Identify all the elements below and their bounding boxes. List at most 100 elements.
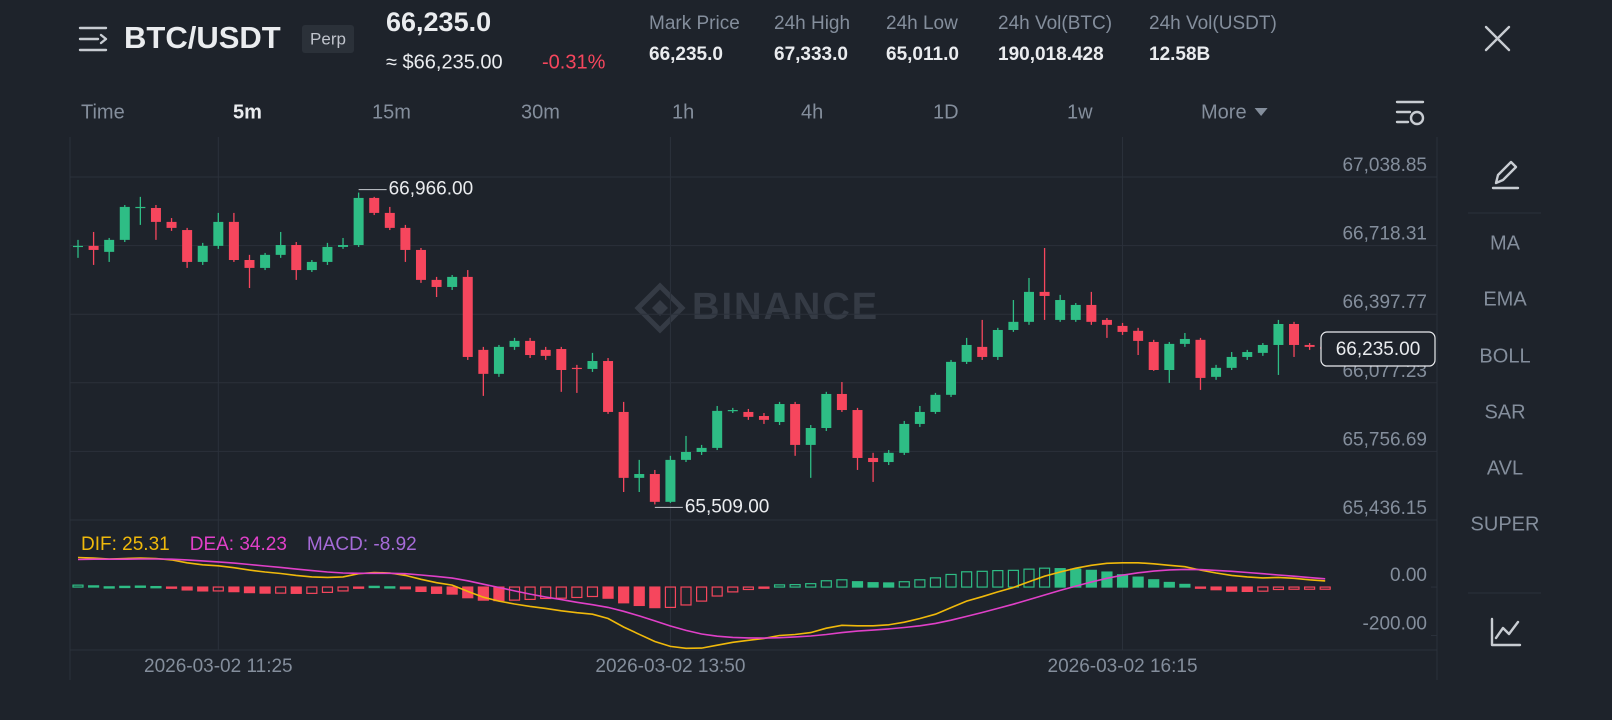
candle-body <box>790 404 801 445</box>
macd-bar <box>1132 576 1144 588</box>
indicator-tab[interactable]: BOLL <box>1479 345 1530 367</box>
macd-bar <box>727 586 739 593</box>
candle-body <box>696 447 707 452</box>
last-price-box <box>1320 331 1436 367</box>
macd-bar <box>540 586 552 600</box>
candle-body <box>977 346 988 357</box>
indicator-chart-icon[interactable] <box>1490 617 1522 647</box>
macd-bar <box>1288 586 1300 590</box>
stat-label: 24h Vol(USDT) <box>1149 13 1277 34</box>
interval-tab[interactable]: 15m <box>372 101 411 123</box>
draw-tool-icon[interactable] <box>1491 160 1520 190</box>
macd-bar <box>290 586 302 594</box>
candle-body <box>1195 339 1206 378</box>
y-tick-label: 66,397.77 <box>1342 292 1427 313</box>
macd-bar <box>711 586 723 597</box>
interval-tab[interactable]: More <box>1201 101 1247 123</box>
macd-bar <box>1304 586 1316 590</box>
macd-bar <box>898 581 910 588</box>
interval-tab[interactable]: 1w <box>1067 101 1093 123</box>
indicator-tab[interactable]: MA <box>1490 232 1521 254</box>
candle-body <box>868 457 879 463</box>
candle-body <box>166 221 177 228</box>
interval-tab[interactable]: Time <box>81 101 125 123</box>
menu-icon[interactable] <box>78 26 108 52</box>
candle-body <box>275 245 286 255</box>
candle-body <box>899 423 910 453</box>
candle-body <box>1289 323 1300 345</box>
x-tick-label: 2026-03-02 11:25 <box>144 656 293 677</box>
macd-bar <box>789 584 801 588</box>
candle-body <box>119 206 130 240</box>
candle-body <box>1086 304 1097 322</box>
candle-body <box>712 410 723 448</box>
candle-body <box>649 474 660 502</box>
candle-body <box>1273 323 1284 345</box>
interval-tab[interactable]: 30m <box>521 101 560 123</box>
close-button[interactable] <box>1484 25 1511 52</box>
interval-tab[interactable]: 4h <box>801 101 823 123</box>
symbol[interactable]: BTC/USDT <box>124 20 281 55</box>
macd-bar <box>1054 568 1066 588</box>
settings-gear <box>1409 110 1425 126</box>
interval-tab[interactable]: 5m <box>233 101 262 123</box>
watermark-logo <box>634 282 686 334</box>
candle-body <box>1070 304 1081 320</box>
macd-bar <box>1272 586 1285 591</box>
indicator-tab[interactable]: SAR <box>1484 401 1525 423</box>
candle-body <box>961 344 972 362</box>
candle-body <box>946 361 957 395</box>
chart-settings-icon[interactable] <box>1395 100 1425 126</box>
dropdown-arrow <box>1254 108 1268 116</box>
candle-body <box>603 361 614 412</box>
tag: Perp <box>310 29 346 48</box>
macd-bar <box>1210 586 1222 591</box>
y-tick-label: 66,718.31 <box>1342 224 1427 245</box>
candle-body <box>73 245 83 248</box>
interval-tab[interactable]: 1D <box>933 101 959 123</box>
macd-bar <box>228 586 240 593</box>
macd-bar <box>836 579 848 588</box>
y-tick-label: 67,038.85 <box>1342 155 1427 176</box>
macd-bar <box>446 586 458 595</box>
candle-body <box>852 410 863 458</box>
candle-body <box>540 349 551 356</box>
macd-line <box>77 556 1326 650</box>
macd-bar <box>1023 568 1035 588</box>
candle-body <box>883 452 894 463</box>
macd-bar <box>477 586 489 601</box>
legend-entry: MACD: -8.92 <box>307 534 417 555</box>
candle-body <box>774 404 785 423</box>
watermark: BINANCE <box>692 286 879 328</box>
indicator-tab[interactable]: AVL <box>1487 457 1523 479</box>
candle-body <box>400 227 411 250</box>
candle-body <box>447 276 458 287</box>
macd-bar <box>1070 568 1082 588</box>
indicator-tab[interactable]: EMA <box>1483 288 1527 310</box>
macd-bar <box>820 580 832 588</box>
macd-bar <box>1179 583 1191 588</box>
interval-tab[interactable]: 1h <box>672 101 694 123</box>
macd-bar <box>275 586 287 594</box>
candle-body <box>805 428 816 445</box>
indicator-tab[interactable]: SUPER <box>1471 513 1540 535</box>
macd-bar <box>851 581 864 588</box>
macd-bar <box>992 569 1004 588</box>
candle-body <box>1055 300 1066 320</box>
candle-body <box>291 245 302 271</box>
macd-bar <box>555 586 567 599</box>
legend-entry: DIF: 25.31 <box>81 534 170 555</box>
macd-bar <box>72 584 84 588</box>
macd-bar <box>415 586 427 593</box>
candle-body <box>743 411 754 417</box>
candle-body <box>930 394 941 412</box>
candle-body <box>244 259 255 268</box>
macd-bar <box>212 586 224 592</box>
macd-bar <box>805 583 817 588</box>
candle-body <box>914 411 925 424</box>
macd-bar <box>1085 569 1097 588</box>
candle-body <box>525 340 536 356</box>
macd-bar <box>976 570 988 588</box>
macd-bar <box>368 585 380 589</box>
